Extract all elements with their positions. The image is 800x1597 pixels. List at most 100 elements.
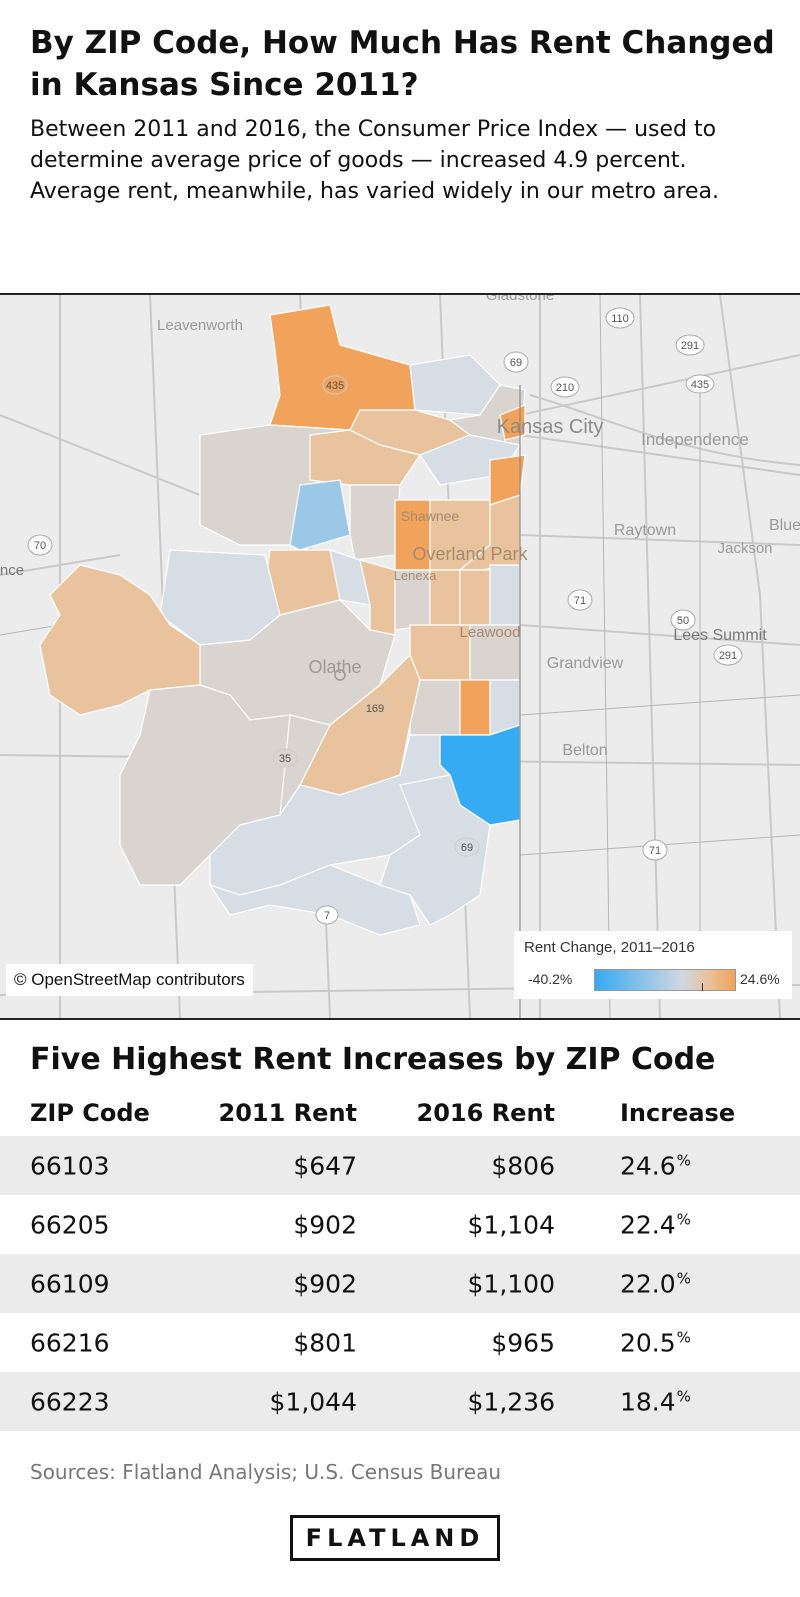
cell-zip: 66103 bbox=[30, 1151, 110, 1180]
cell-increase: 24.6% bbox=[620, 1151, 691, 1180]
header-2011-rent: 2011 Rent bbox=[218, 1099, 357, 1127]
header: By ZIP Code, How Much Has Rent Changed i… bbox=[30, 22, 780, 207]
olathe-marker bbox=[334, 669, 346, 681]
page-title: By ZIP Code, How Much Has Rent Changed i… bbox=[30, 25, 775, 103]
cell-rent-2016: $1,236 bbox=[467, 1387, 555, 1416]
legend-max-label: 24.6% bbox=[740, 971, 780, 987]
hwy-shield: 7 bbox=[315, 905, 339, 925]
table-row: 66216 $801 $965 20.5% bbox=[0, 1313, 800, 1372]
place-label: nce bbox=[0, 562, 24, 579]
cell-zip: 66216 bbox=[30, 1328, 110, 1357]
cell-zip: 66223 bbox=[30, 1387, 110, 1416]
hwy-shield: 71 bbox=[567, 589, 593, 611]
hwy-label: 50 bbox=[677, 615, 689, 627]
table-header: ZIP Code 2011 Rent 2016 Rent Increase bbox=[0, 1090, 800, 1136]
hwy-label: 70 bbox=[34, 540, 46, 552]
place-label: Jackson bbox=[717, 540, 772, 557]
hwy-label: 69 bbox=[461, 842, 473, 854]
increase-value: 22.0 bbox=[620, 1269, 676, 1299]
place-label: Belton bbox=[562, 742, 607, 759]
hwy-label: 71 bbox=[649, 845, 661, 857]
header-increase: Increase bbox=[620, 1099, 736, 1127]
increase-value: 20.5 bbox=[620, 1328, 676, 1358]
zip-region bbox=[349, 484, 401, 561]
rent-change-map[interactable]: 110 291 69 210 435 70 71 50 291 169 35 6… bbox=[0, 293, 800, 1020]
increase-value: 18.4 bbox=[620, 1387, 676, 1417]
zip-region bbox=[289, 479, 351, 551]
place-label: Blue bbox=[769, 517, 800, 534]
hwy-shield: 69 bbox=[454, 837, 480, 857]
cell-rent-2016: $965 bbox=[491, 1328, 555, 1357]
zip-regions bbox=[39, 304, 526, 936]
hwy-label: 169 bbox=[366, 703, 384, 715]
legend-color-ramp bbox=[594, 969, 736, 991]
place-labels: Gladstone Leavenworth Kansas City Indepe… bbox=[0, 295, 800, 759]
zip-region bbox=[489, 564, 521, 626]
zip-region bbox=[208, 864, 421, 936]
map-canvas: 110 291 69 210 435 70 71 50 291 169 35 6… bbox=[0, 295, 800, 1018]
cell-rent-2011: $1,044 bbox=[269, 1387, 357, 1416]
percent-sign: % bbox=[676, 1386, 691, 1405]
legend-min-label: -40.2% bbox=[528, 971, 573, 987]
hwy-label: 210 bbox=[556, 382, 574, 394]
zip-region bbox=[379, 774, 491, 926]
hwy-shield: 71 bbox=[642, 839, 668, 861]
hwy-shield: 35 bbox=[272, 748, 298, 768]
hwy-shield: 435 bbox=[322, 375, 348, 395]
percent-sign: % bbox=[676, 1327, 691, 1346]
hwy-label: 71 bbox=[574, 595, 586, 607]
cell-rent-2011: $801 bbox=[293, 1328, 357, 1357]
zip-region bbox=[39, 564, 201, 716]
increase-value: 24.6 bbox=[620, 1151, 676, 1181]
header-zip: ZIP Code bbox=[30, 1099, 150, 1127]
flatland-logo[interactable]: FLATLAND bbox=[290, 1515, 500, 1561]
hwy-label: 7 bbox=[324, 910, 330, 922]
hwy-label: 435 bbox=[691, 379, 709, 391]
map-attribution[interactable]: © OpenStreetMap contributors bbox=[6, 964, 253, 996]
zip-region bbox=[309, 429, 421, 486]
zip-region bbox=[499, 404, 526, 441]
place-label: Shawnee bbox=[401, 508, 460, 524]
cell-rent-2011: $647 bbox=[293, 1151, 357, 1180]
cell-rent-2016: $1,100 bbox=[467, 1269, 555, 1298]
hwy-label: 69 bbox=[510, 357, 522, 369]
sources-note: Sources: Flatland Analysis; U.S. Census … bbox=[30, 1460, 502, 1484]
percent-sign: % bbox=[676, 1150, 691, 1169]
header-2016-rent: 2016 Rent bbox=[416, 1099, 555, 1127]
hwy-label: 291 bbox=[681, 340, 699, 352]
cell-increase: 22.0% bbox=[620, 1269, 691, 1298]
table-row: 66205 $902 $1,104 22.4% bbox=[0, 1195, 800, 1254]
percent-sign: % bbox=[676, 1209, 691, 1228]
page-subtitle: Between 2011 and 2016, the Consumer Pric… bbox=[30, 117, 719, 204]
table-row: 66103 $647 $806 24.6% bbox=[0, 1136, 800, 1195]
place-label: Kansas City bbox=[497, 416, 604, 438]
table-title: Five Highest Rent Increases by ZIP Code bbox=[30, 1042, 716, 1077]
place-label: Raytown bbox=[614, 522, 676, 539]
hwy-label: 291 bbox=[719, 650, 737, 662]
hwy-shield: 169 bbox=[361, 698, 389, 718]
hwy-shield: 291 bbox=[713, 644, 743, 666]
hwy-shield: 50 bbox=[670, 609, 696, 631]
highway-shields: 110 291 69 210 435 70 71 50 291 169 35 6… bbox=[27, 307, 743, 925]
cell-rent-2016: $1,104 bbox=[467, 1210, 555, 1239]
legend-marker bbox=[702, 983, 703, 991]
legend-title: Rent Change, 2011–2016 bbox=[524, 939, 695, 956]
hwy-label: 35 bbox=[279, 753, 291, 765]
place-label: Grandview bbox=[547, 655, 624, 672]
place-label: Lenexa bbox=[394, 568, 437, 583]
cell-rent-2011: $902 bbox=[293, 1210, 357, 1239]
place-label: Independence bbox=[641, 430, 749, 449]
cell-zip: 66109 bbox=[30, 1269, 110, 1298]
table-row: 66223 $1,044 $1,236 18.4% bbox=[0, 1372, 800, 1431]
increase-value: 22.4 bbox=[620, 1210, 676, 1240]
place-label: Leavenworth bbox=[157, 317, 243, 334]
zip-region bbox=[459, 679, 491, 736]
cell-zip: 66205 bbox=[30, 1210, 110, 1239]
percent-sign: % bbox=[676, 1268, 691, 1287]
hwy-shield: 291 bbox=[675, 334, 705, 356]
place-label: Lees Summit bbox=[673, 627, 767, 644]
table-row: 66109 $902 $1,100 22.0% bbox=[0, 1254, 800, 1313]
zip-region bbox=[279, 714, 331, 816]
map-legend: Rent Change, 2011–2016 -40.2% 24.6% bbox=[514, 931, 792, 999]
place-label: Gladstone bbox=[486, 295, 554, 304]
